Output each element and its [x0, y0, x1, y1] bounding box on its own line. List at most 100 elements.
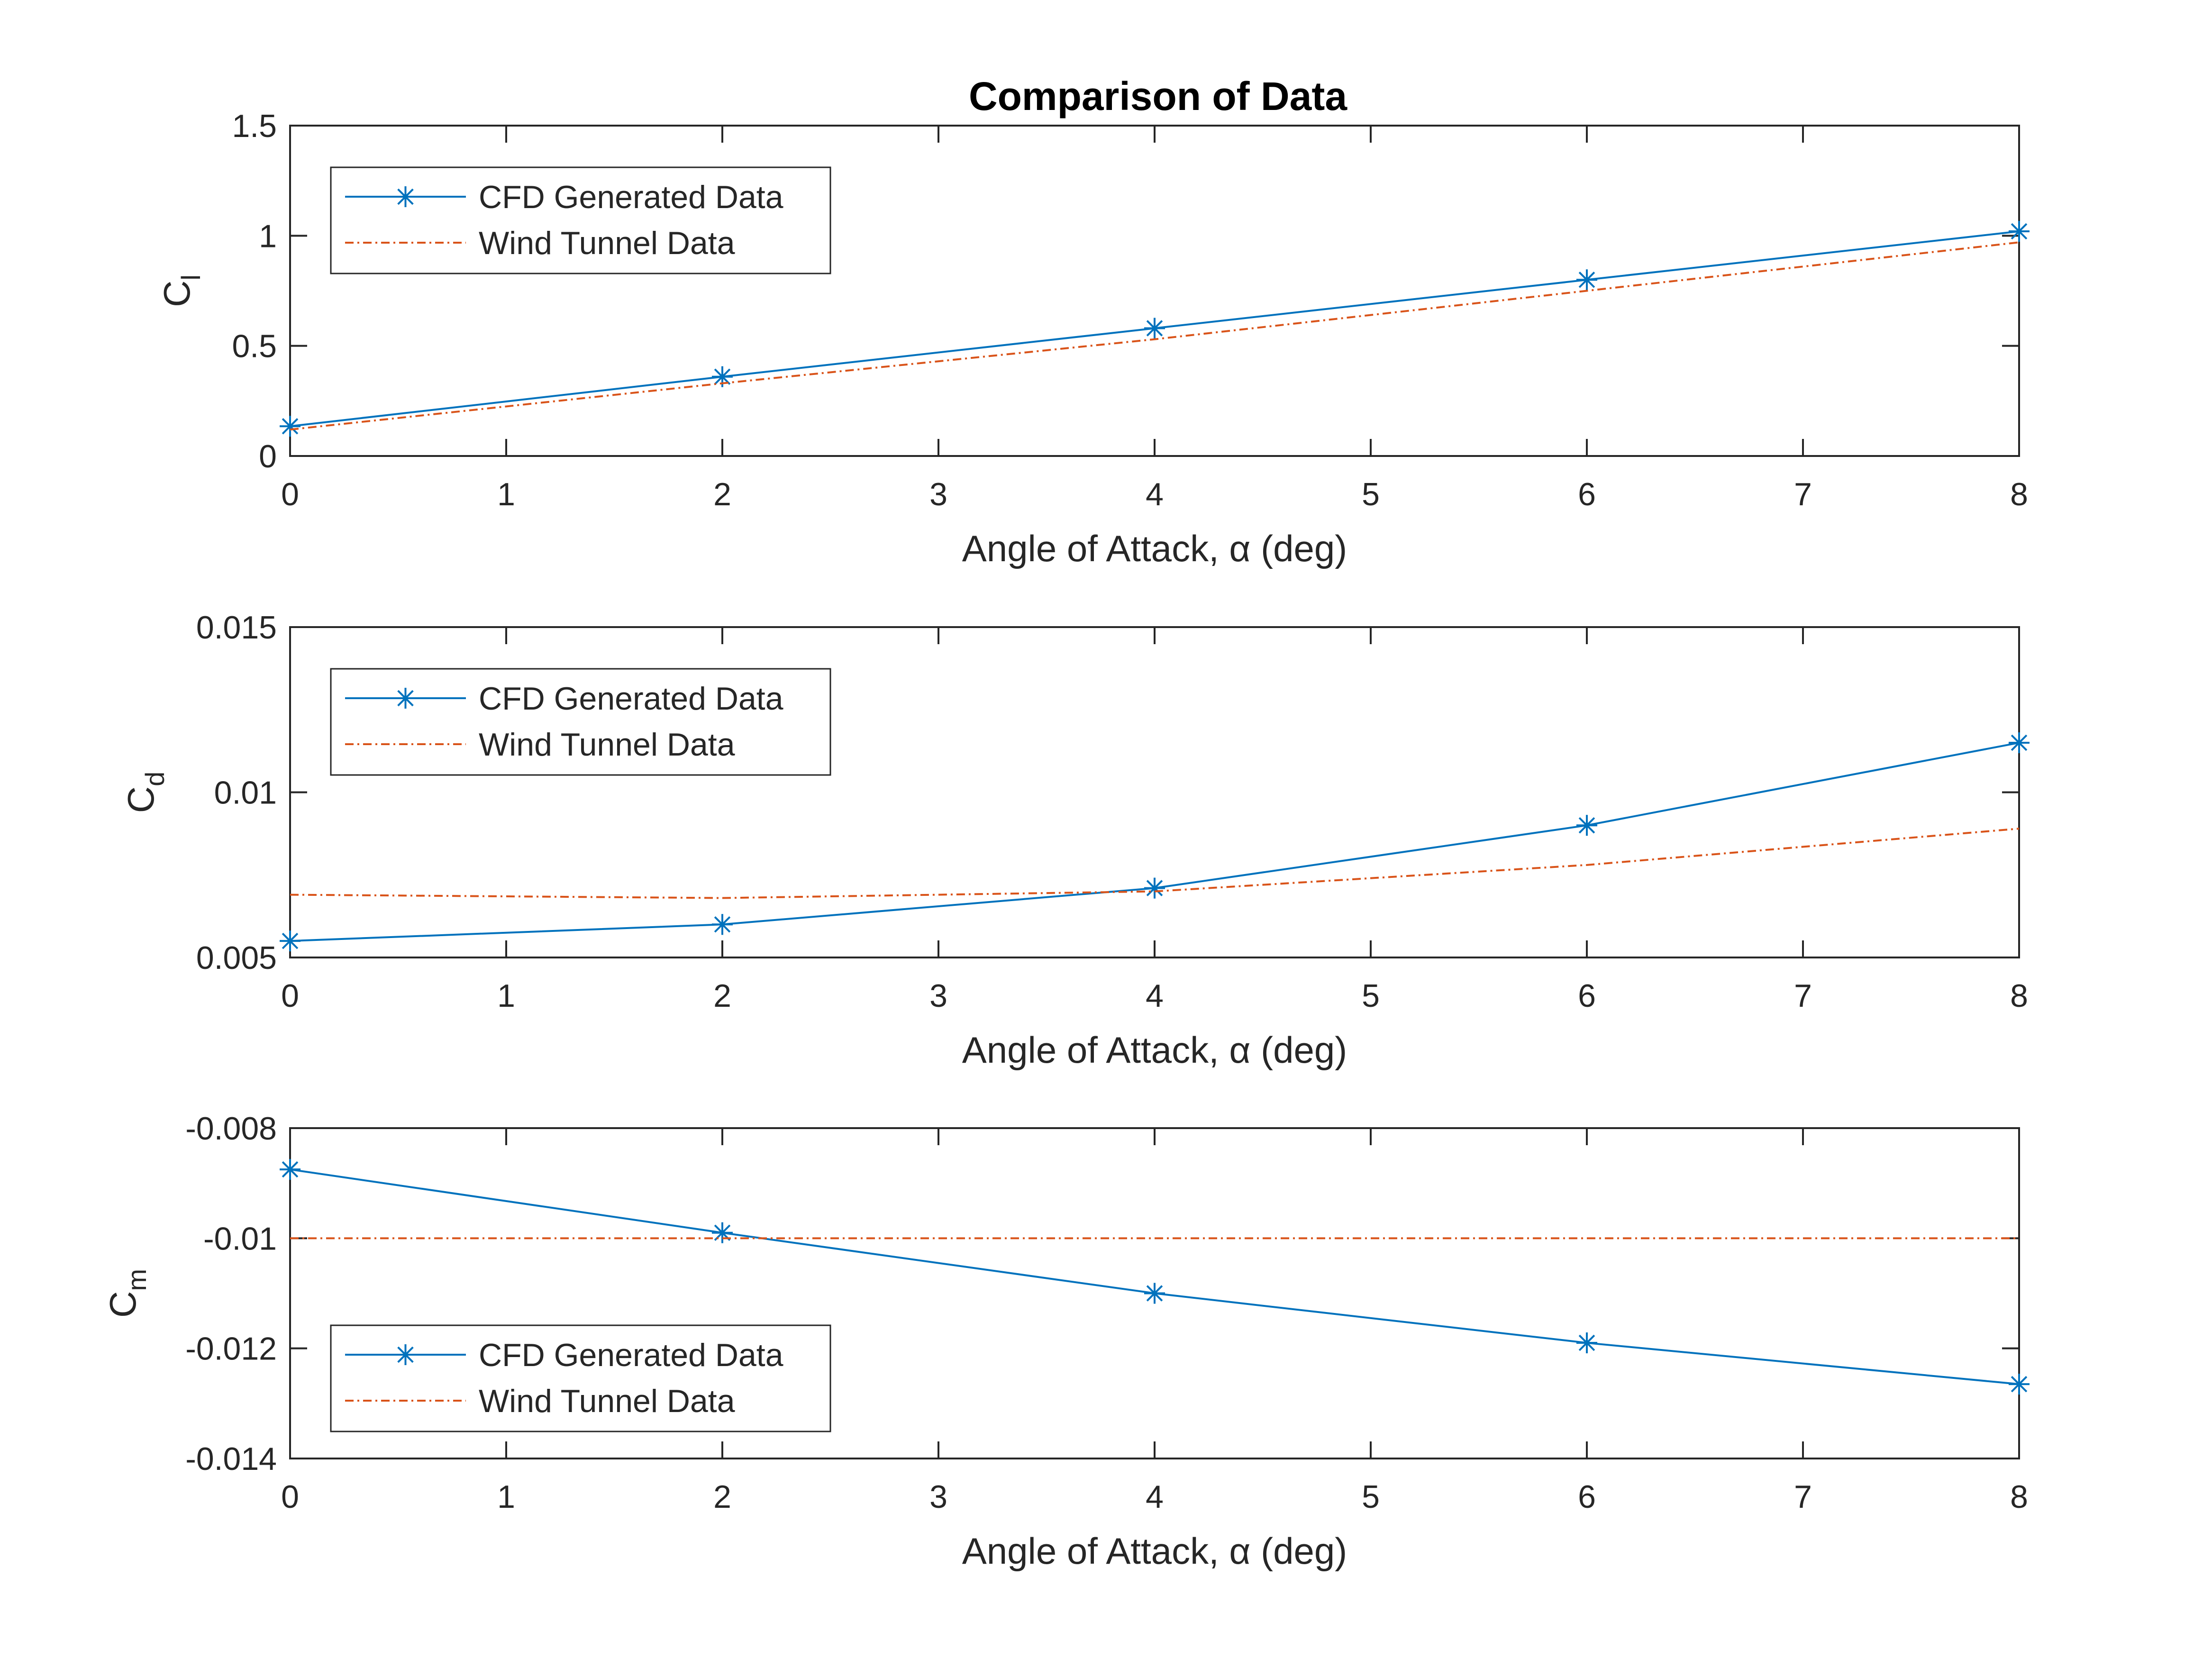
y-tick-label: -0.012	[185, 1331, 277, 1367]
x-tick-label: 8	[2010, 1479, 2028, 1515]
cfd-data-point-stroke-3	[2011, 223, 2028, 240]
y-tick-label: 1.5	[232, 108, 277, 144]
cfd-data-point	[1576, 1332, 1597, 1354]
x-tick-label: 2	[713, 978, 731, 1014]
cfd-data-point-stroke-3	[282, 418, 299, 435]
subplot-1: 0 1 2 3 4 5 6 7 8 0 0.5 1 1.5 Angle of Attack, α (deg…	[156, 108, 2030, 569]
legend-marker-cfd-stroke-3	[397, 1346, 414, 1363]
cfd-data-point-stroke-3	[2011, 1376, 2028, 1393]
x-tick-label: 1	[497, 978, 515, 1014]
cfd-data-point-stroke-3	[1578, 1334, 1595, 1351]
y-tick-label: 0	[259, 438, 277, 474]
figure-title: Comparison of Data	[969, 74, 1347, 118]
y-tick-label: 0.005	[196, 940, 277, 976]
x-axis-label: Angle of Attack, α (deg)	[962, 528, 1347, 569]
cfd-data-point-stroke-3	[714, 916, 731, 933]
x-tick-label: 7	[1794, 476, 1812, 512]
cfd-data-point	[712, 1222, 733, 1243]
legend-box	[330, 668, 831, 776]
legend: CFD Generated Data Wind Tunnel Data	[330, 668, 831, 776]
series-line-wind-tunnel	[290, 828, 2020, 899]
y-axis-label-main: C	[156, 281, 198, 307]
y-axis-label-subscript: l	[176, 274, 206, 280]
x-tick-label: 8	[2010, 978, 2028, 1014]
x-tick-label: 2	[713, 1479, 731, 1515]
legend-marker-cfd	[395, 1344, 416, 1365]
y-axis-label-main: C	[120, 786, 162, 813]
y-axis-label: Cd	[120, 772, 170, 813]
x-tick-label: 2	[713, 476, 731, 512]
cfd-data-point-stroke-3	[282, 1161, 299, 1178]
legend-entry-label: Wind Tunnel Data	[479, 225, 735, 261]
y-axis-label-subscript: d	[140, 772, 170, 786]
cfd-data-point-stroke-3	[1146, 320, 1163, 337]
cfd-data-point	[280, 1159, 300, 1180]
x-tick-label: 7	[1794, 978, 1812, 1014]
x-axis-label: Angle of Attack, α (deg)	[962, 1530, 1347, 1572]
x-tick-label: 3	[929, 476, 947, 512]
y-tick-label: 0.015	[196, 610, 277, 646]
y-axis-label-subscript: m	[122, 1269, 152, 1291]
x-tick-label: 3	[929, 1479, 947, 1515]
x-tick-label: 4	[1146, 1479, 1164, 1515]
x-tick-label: 4	[1146, 476, 1164, 512]
cfd-data-point	[2009, 732, 2030, 753]
x-tick-label: 7	[1794, 1479, 1812, 1515]
y-tick-label: 0.5	[232, 328, 277, 365]
x-tick-label: 3	[929, 978, 947, 1014]
x-tick-label: 6	[1578, 978, 1596, 1014]
cfd-data-point-stroke-3	[282, 932, 299, 949]
cfd-data-point	[1144, 318, 1165, 339]
x-tick-label: 1	[497, 476, 515, 512]
legend-marker-cfd-stroke-3	[397, 188, 414, 205]
x-tick-label: 0	[281, 1479, 299, 1515]
legend-marker-cfd-stroke-3	[397, 690, 414, 707]
cfd-data-point	[1576, 269, 1597, 291]
legend-box	[330, 1324, 831, 1432]
subplot-panels: 0 1 2 3 4 5 6 7 8 0 0.5 1 1.5 Angle of Attack, α (deg…	[102, 108, 2030, 1572]
legend-entry-label: Wind Tunnel Data	[479, 727, 735, 763]
x-tick-label: 5	[1362, 476, 1380, 512]
legend-entry-label: Wind Tunnel Data	[479, 1383, 735, 1419]
x-tick-label: 5	[1362, 1479, 1380, 1515]
cfd-data-point-stroke-3	[1146, 1285, 1163, 1302]
y-tick-label: -0.01	[203, 1221, 277, 1257]
cfd-data-point-stroke-3	[1578, 817, 1595, 834]
x-tick-label: 1	[497, 1479, 515, 1515]
cfd-data-point-stroke-3	[714, 368, 731, 385]
legend-marker-cfd	[395, 688, 416, 709]
x-axis-label: Angle of Attack, α (deg)	[962, 1029, 1347, 1071]
y-tick-label: -0.008	[185, 1111, 277, 1147]
cfd-data-point	[1144, 877, 1165, 899]
legend-box	[330, 166, 831, 274]
legend: CFD Generated Data Wind Tunnel Data	[330, 166, 831, 274]
legend: CFD Generated Data Wind Tunnel Data	[330, 1324, 831, 1432]
cfd-data-point	[1576, 815, 1597, 836]
cfd-data-point-stroke-3	[2011, 734, 2028, 751]
x-tick-label: 5	[1362, 978, 1380, 1014]
x-tick-label: 4	[1146, 978, 1164, 1014]
cfd-data-point	[712, 914, 733, 935]
cfd-data-point	[280, 416, 300, 437]
y-tick-label: 0.01	[214, 775, 277, 811]
legend-entry-label: CFD Generated Data	[479, 179, 783, 215]
x-tick-label: 6	[1578, 1479, 1596, 1515]
y-axis-label: Cm	[102, 1269, 152, 1318]
legend-entry-label: CFD Generated Data	[479, 1337, 783, 1373]
cfd-data-point-stroke-3	[1578, 272, 1595, 288]
y-tick-label: -0.014	[185, 1441, 277, 1477]
legend-entry-label: CFD Generated Data	[479, 681, 783, 717]
y-axis-label-main: C	[102, 1291, 144, 1318]
series-line-wind-tunnel	[290, 241, 2020, 431]
x-tick-label: 0	[281, 476, 299, 512]
x-tick-label: 0	[281, 978, 299, 1014]
y-tick-label: 1	[259, 218, 277, 254]
subplot-2: 0 1 2 3 4 5 6 7 8 0.005 0.01 0.015 Angle of Attack, …	[120, 610, 2030, 1071]
cfd-data-point	[2009, 1374, 2030, 1395]
subplot-3: 0 1 2 3 4 5 6 7 8 -0.014 -0.012 -0.01 -0.008 Angle of…	[102, 1111, 2030, 1572]
legend-marker-cfd	[395, 186, 416, 207]
x-tick-label: 6	[1578, 476, 1596, 512]
cfd-data-point-stroke-3	[1146, 880, 1163, 896]
x-tick-label: 8	[2010, 476, 2028, 512]
